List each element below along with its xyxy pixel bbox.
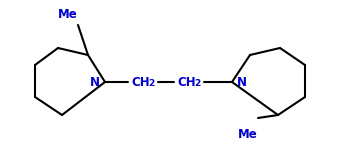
Text: N: N [90, 76, 100, 88]
Text: 2: 2 [148, 80, 154, 88]
Text: N: N [237, 76, 247, 88]
Text: 2: 2 [194, 80, 200, 88]
Text: Me: Me [238, 129, 258, 142]
Text: CH: CH [132, 76, 150, 88]
Text: CH: CH [178, 76, 196, 88]
Text: Me: Me [58, 9, 78, 21]
